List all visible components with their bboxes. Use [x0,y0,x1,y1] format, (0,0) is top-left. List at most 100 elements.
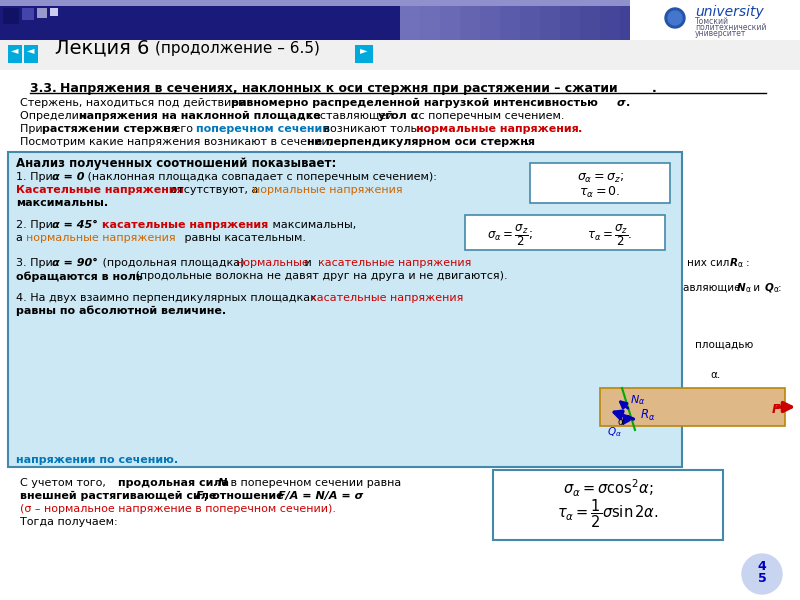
Text: Определим: Определим [20,111,90,121]
Text: σ: σ [617,98,626,108]
Text: нормальные напряжения: нормальные напряжения [416,124,578,134]
Text: отсутствуют, а: отсутствуют, а [167,185,262,195]
Bar [460,0,480,40]
Text: $\sigma_{\alpha} = \sigma \cos^2 \!\alpha;$: $\sigma_{\alpha} = \sigma \cos^2 \!\alph… [563,478,653,499]
Text: 5: 5 [758,571,766,584]
Text: Касательные напряжения: Касательные напряжения [16,185,184,195]
Bar [0,0,800,40]
Bar [480,0,500,40]
Bar [0,0,800,6]
Text: а: а [16,233,26,243]
Text: внешней растягивающей силе: внешней растягивающей силе [20,491,220,501]
Text: максимальны.: максимальны. [16,198,108,208]
Text: обращаются в ноль: обращаются в ноль [16,271,143,281]
Bar [700,0,720,40]
Bar [8,45,22,63]
Text: 1. При: 1. При [16,172,56,182]
Text: N: N [737,283,746,293]
Text: 4: 4 [758,559,766,572]
Bar [24,45,38,63]
Text: При: При [20,124,46,134]
Text: не перпендикулярном оси стержня: не перпендикулярном оси стержня [307,137,535,147]
Text: Лекция 6: Лекция 6 [55,38,150,58]
Text: и: и [750,283,763,293]
Text: равны по абсолютной величине.: равны по абсолютной величине. [16,306,226,317]
Bar [50,8,58,16]
Text: α = 45°: α = 45° [52,220,98,230]
Bar [680,0,700,40]
Text: $Q_{\alpha}$: $Q_{\alpha}$ [607,425,622,439]
Text: α: α [774,285,779,294]
Bar [580,0,600,40]
Text: 2. При: 2. При [16,220,56,230]
Text: касательные напряжения: касательные напряжения [310,293,463,303]
Text: (σ – нормальное напряжение в поперечном сечении).: (σ – нормальное напряжение в поперечном … [20,504,336,514]
Text: .: . [626,98,630,108]
Text: и: и [301,258,315,268]
Text: нормальные напряжения: нормальные напряжения [26,233,176,243]
Text: 3.3.: 3.3. [30,82,61,95]
Text: , отношение: , отношение [204,491,287,501]
Text: возникают только: возникают только [320,124,434,134]
Text: $\tau_{\alpha} = \dfrac{\sigma_{z}}{2}.$: $\tau_{\alpha} = \dfrac{\sigma_{z}}{2}.$ [587,222,633,248]
Text: Томский: Томский [695,17,729,26]
Bar [465,215,665,250]
Text: F/A = N/A = σ: F/A = N/A = σ [278,491,363,501]
Text: касательные напряжения: касательные напряжения [102,220,268,230]
Text: равны касательным.: равны касательным. [181,233,306,243]
Bar [660,0,680,40]
Text: α = 90°: α = 90° [52,258,98,268]
Bar [3,8,19,24]
Text: .: . [578,124,582,134]
Text: N: N [218,478,227,488]
Bar [560,0,580,40]
Text: α: α [738,260,743,269]
Text: политехнический: политехнический [695,23,766,32]
Text: $\tau_{\alpha} = 0.$: $\tau_{\alpha} = 0.$ [579,185,621,200]
Text: α: α [746,285,751,294]
Text: :: : [746,258,750,268]
Text: Q: Q [765,283,774,293]
Bar [630,0,800,40]
Bar [720,0,740,40]
Text: авляющие: авляющие [683,283,744,293]
Bar [760,0,780,40]
Text: , составляющей: , составляющей [300,111,397,121]
Text: равномерно распределенной нагрузкой интенсивностью: равномерно распределенной нагрузкой инте… [231,98,602,108]
Bar [640,0,660,40]
Bar [420,0,440,40]
Text: :: : [778,283,782,293]
Text: в поперечном сечении равна: в поперечном сечении равна [227,478,402,488]
Bar [740,0,760,40]
Text: $R_{\alpha}$: $R_{\alpha}$ [640,408,655,423]
Text: F: F [772,403,781,416]
Text: напряжении по сечению.: напряжении по сечению. [16,455,178,465]
Bar [0,40,800,70]
Circle shape [742,554,782,594]
Text: (продольная площадка): (продольная площадка) [99,258,248,268]
Text: (наклонная площадка совпадает с поперечным сечением):: (наклонная площадка совпадает с поперечн… [84,172,437,182]
Text: α.: α. [710,370,720,380]
Bar [493,470,723,540]
Text: (продольные волокна не давят друг на друга и не двигаются).: (продольные волокна не давят друг на дру… [132,271,508,281]
Text: 4. На двух взаимно перпендикулярных площадках: 4. На двух взаимно перпендикулярных площ… [16,293,320,303]
Bar [530,163,670,203]
Bar [440,0,460,40]
Text: них сил: них сил [687,258,733,268]
Text: $\sigma_{\alpha} = \sigma_{z};$: $\sigma_{\alpha} = \sigma_{z};$ [577,172,623,185]
Text: ◄: ◄ [27,45,34,55]
Text: F: F [196,491,204,501]
Bar [620,0,640,40]
Text: $N_{\alpha}$: $N_{\alpha}$ [630,393,646,407]
Bar [355,45,373,63]
Text: площадью: площадью [695,340,754,350]
Bar [8,152,682,467]
Text: напряжения на наклонной площадке: напряжения на наклонной площадке [79,111,321,121]
Bar [22,8,34,20]
Text: ◄: ◄ [11,45,18,55]
Text: .: . [652,82,657,95]
Text: $\sigma_{\alpha} = \dfrac{\sigma_{z}}{2};$: $\sigma_{\alpha} = \dfrac{\sigma_{z}}{2}… [487,222,533,248]
Text: Тогда получаем:: Тогда получаем: [20,517,118,527]
Text: продольная сила: продольная сила [118,478,233,488]
Bar [500,0,520,40]
